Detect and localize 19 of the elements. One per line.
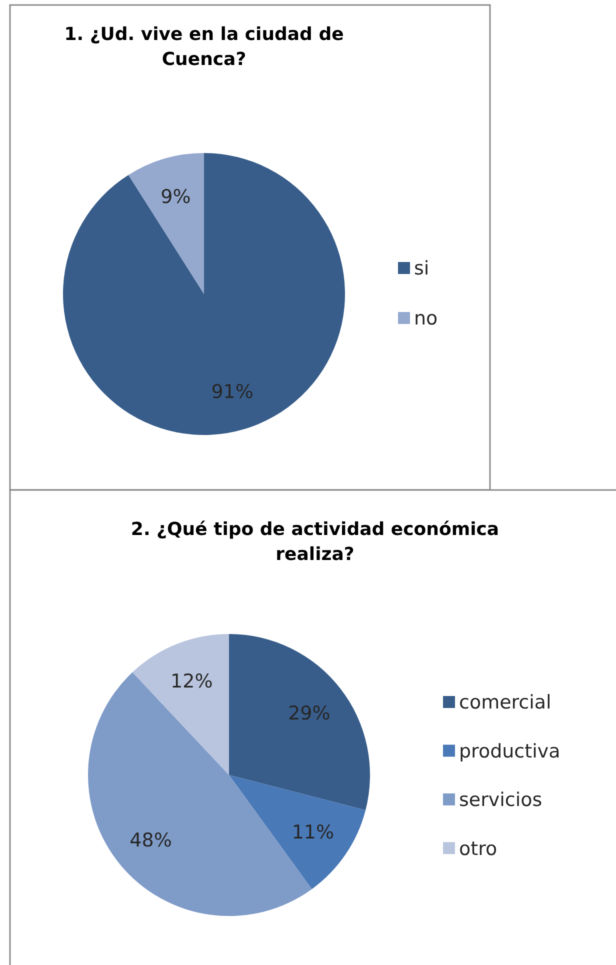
legend-label: otro xyxy=(459,838,498,860)
data-label: 9% xyxy=(160,186,191,208)
pie-slice xyxy=(132,634,229,775)
legend-label: si xyxy=(414,258,430,280)
data-label: 48% xyxy=(130,829,172,852)
legend-label: servicios xyxy=(459,789,542,812)
legend-label: productiva xyxy=(459,740,560,762)
pie-slice xyxy=(63,153,345,435)
legend-label: no xyxy=(414,308,438,330)
chart-title: 1. ¿Ud. vive en la ciudad de Cuenca? xyxy=(64,24,344,70)
chart-title: 2. ¿Qué tipo de actividad económica realiza? xyxy=(130,519,500,565)
data-label: 12% xyxy=(170,670,213,692)
pie-slice xyxy=(229,775,366,890)
pie-slice xyxy=(128,153,204,294)
data-label: 29% xyxy=(288,702,330,724)
legend-label: comercial xyxy=(459,692,552,714)
pie-slice xyxy=(229,634,370,810)
data-label: 11% xyxy=(292,822,334,844)
data-label: 91% xyxy=(211,381,254,404)
